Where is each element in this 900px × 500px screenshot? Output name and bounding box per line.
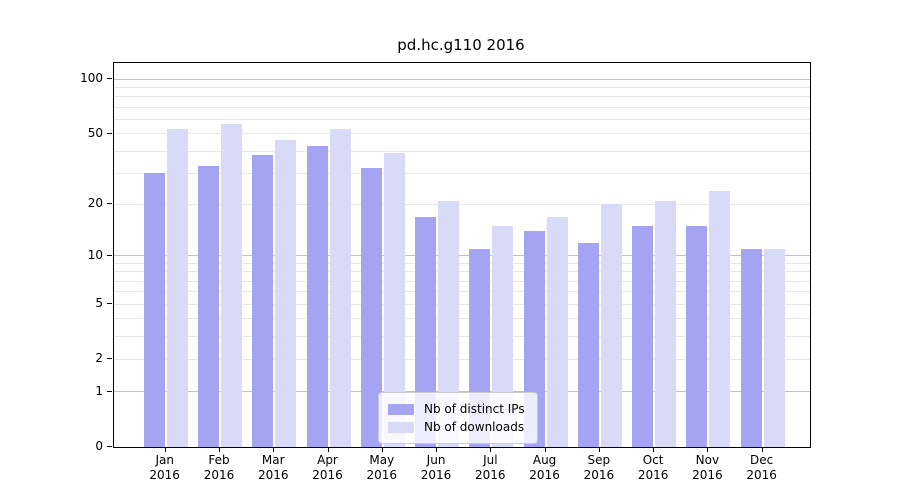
y-tick-label-100: 100 (80, 71, 103, 86)
bar-downloads-jul (492, 226, 514, 447)
bar-downloads-nov (709, 190, 731, 447)
bar-distinct-ips-mar (252, 155, 274, 447)
y-tick-label-0: 0 (95, 439, 103, 453)
gridline-y-9 (114, 263, 810, 265)
x-tick-dec (761, 447, 763, 452)
x-tick-mar (273, 447, 275, 452)
x-tick-label-nov: Nov 2016 (692, 453, 723, 482)
bar-distinct-ips-nov (686, 226, 708, 447)
x-tick-nov (707, 447, 709, 452)
gridline-y-100 (114, 78, 810, 80)
gridline-y-7 (114, 280, 810, 282)
legend: Nb of distinct IPs Nb of downloads (378, 392, 538, 444)
x-tick-label-mar: Mar 2016 (257, 453, 289, 482)
x-tick-oct (653, 447, 655, 452)
bar-downloads-sep (600, 204, 622, 447)
bar-downloads-jun (438, 200, 460, 447)
gridline-y-1 (114, 391, 810, 393)
bar-downloads-jan (166, 129, 188, 447)
gridline-y-8 (114, 271, 810, 273)
bar-distinct-ips-sep (577, 242, 599, 447)
x-tick-label-sep: Sep 2016 (583, 453, 615, 482)
bar-downloads-feb (220, 123, 242, 447)
y-tick-label-5: 5 (95, 296, 103, 311)
gridline-y-70 (114, 106, 810, 108)
bar-distinct-ips-jun (415, 216, 437, 447)
gridline-y-4 (114, 318, 810, 320)
legend-label-downloads: Nb of downloads (424, 420, 525, 434)
chart-title: pd.hc.g110 2016 (397, 36, 525, 54)
bar-downloads-mar (275, 140, 297, 447)
x-tick-jun (436, 447, 438, 452)
x-tick-label-aug: Aug 2016 (529, 453, 560, 482)
x-tick-label-jan: Jan 2016 (149, 453, 180, 482)
y-tick-1 (107, 390, 112, 392)
legend-label-distinct-ips: Nb of distinct IPs (424, 402, 525, 416)
bar-distinct-ips-feb (197, 166, 219, 447)
gridline-y-20 (114, 203, 810, 205)
x-tick-jan (164, 447, 166, 452)
x-tick-label-jun: Jun 2016 (420, 453, 452, 482)
gridline-y-30 (114, 172, 810, 174)
bar-downloads-dec (763, 249, 785, 447)
y-tick-0 (107, 446, 112, 447)
gridline-y-80 (114, 96, 810, 98)
gridline-y-5 (114, 303, 810, 305)
y-tick-100 (107, 78, 112, 80)
x-tick-feb (218, 447, 220, 452)
bar-downloads-apr (329, 129, 351, 447)
y-tick-5 (107, 303, 112, 305)
x-tick-label-jul: Jul 2016 (475, 453, 506, 482)
bar-distinct-ips-oct (632, 226, 654, 447)
y-tick-label-20: 20 (87, 196, 103, 211)
y-tick-50 (107, 132, 112, 134)
x-tick-label-dec: Dec 2016 (746, 453, 777, 482)
gridline-y-50 (114, 133, 810, 135)
bar-distinct-ips-jan (143, 173, 165, 447)
y-tick-label-2: 2 (95, 351, 103, 366)
bar-downloads-oct (655, 200, 677, 447)
legend-swatch-downloads-icon (388, 421, 414, 433)
gridline-y-60 (114, 119, 810, 120)
x-tick-label-feb: Feb 2016 (203, 453, 235, 482)
y-tick-20 (107, 203, 112, 205)
y-tick-10 (107, 254, 112, 256)
x-tick-aug (544, 447, 546, 452)
legend-entry-downloads: Nb of downloads (388, 418, 525, 436)
y-tick-label-10: 10 (87, 247, 103, 262)
y-tick-2 (107, 358, 112, 360)
x-tick-may (381, 447, 383, 452)
x-tick-sep (598, 447, 600, 452)
gridline-y-6 (114, 291, 810, 293)
x-tick-jul (490, 447, 492, 452)
bar-downloads-aug (546, 216, 568, 447)
y-tick-label-1: 1 (95, 383, 103, 398)
gridline-y-40 (114, 150, 810, 152)
gridline-y-2 (114, 358, 810, 360)
y-tick-label-50: 50 (87, 125, 103, 140)
gridline-y-90 (114, 87, 810, 89)
x-tick-apr (327, 447, 329, 452)
bar-distinct-ips-dec (740, 249, 762, 447)
x-tick-label-oct: Oct 2016 (637, 453, 669, 482)
plot-area (113, 62, 811, 448)
bar-distinct-ips-apr (306, 145, 328, 447)
gridline-y-10 (114, 255, 810, 257)
gridline-y-3 (114, 336, 810, 338)
x-tick-label-apr: Apr 2016 (312, 453, 343, 482)
legend-entry-distinct-ips: Nb of distinct IPs (388, 400, 525, 418)
x-tick-label-may: May 2016 (366, 453, 398, 482)
bar-distinct-ips-may (360, 168, 382, 447)
legend-swatch-distinct-ips-icon (388, 403, 414, 415)
bar-downloads-may (383, 153, 405, 447)
